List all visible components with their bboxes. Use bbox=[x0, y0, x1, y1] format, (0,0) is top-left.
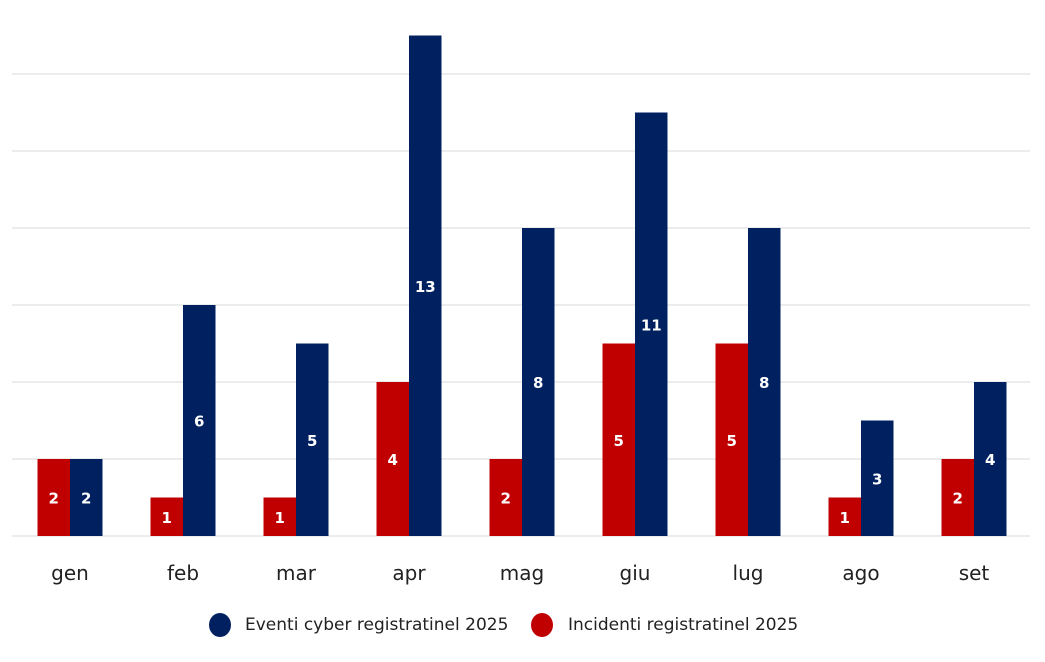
bar-eventi-lug bbox=[748, 228, 781, 536]
bar-incidenti-gen bbox=[37, 459, 70, 536]
data-label: 13 bbox=[415, 278, 436, 296]
bar-eventi-mar bbox=[296, 343, 329, 536]
x-tick-label: apr bbox=[392, 561, 426, 585]
data-label: 1 bbox=[162, 509, 172, 527]
bar-eventi-gen bbox=[70, 459, 103, 536]
bar-incidenti-feb bbox=[150, 497, 183, 536]
x-tick-label: mar bbox=[276, 561, 317, 585]
data-label: 3 bbox=[872, 470, 882, 488]
legend-marker bbox=[531, 613, 553, 637]
bar-eventi-set bbox=[974, 382, 1007, 536]
bar-incidenti-giu bbox=[602, 343, 635, 536]
data-label: 2 bbox=[501, 490, 511, 508]
legend-label: Incidenti registratinel 2025 bbox=[568, 615, 798, 635]
bar-eventi-ago bbox=[861, 420, 894, 536]
bar-incidenti-set bbox=[941, 459, 974, 536]
data-label: 2 bbox=[81, 490, 91, 508]
bar-incidenti-ago bbox=[828, 497, 861, 536]
x-tick-label: lug bbox=[733, 561, 764, 585]
data-label: 1 bbox=[840, 509, 850, 527]
x-tick-label: set bbox=[959, 561, 990, 585]
x-tick-label: gen bbox=[51, 561, 89, 585]
bar-incidenti-mag bbox=[489, 459, 522, 536]
data-label: 8 bbox=[533, 374, 543, 392]
data-label: 1 bbox=[275, 509, 285, 527]
x-tick-label: feb bbox=[167, 561, 199, 585]
x-tick-label: mag bbox=[500, 561, 544, 585]
bar-eventi-apr bbox=[409, 35, 442, 536]
data-label: 2 bbox=[953, 490, 963, 508]
bar-eventi-mag bbox=[522, 228, 555, 536]
x-tick-label: ago bbox=[842, 561, 879, 585]
data-label: 5 bbox=[307, 432, 317, 450]
x-tick-label: giu bbox=[620, 561, 651, 585]
bar-eventi-feb bbox=[183, 305, 216, 536]
data-label: 4 bbox=[388, 451, 398, 469]
legend-label: Eventi cyber registratinel 2025 bbox=[245, 615, 508, 635]
data-label: 4 bbox=[985, 451, 995, 469]
data-label: 8 bbox=[759, 374, 769, 392]
legend-marker bbox=[209, 613, 231, 637]
bar-eventi-giu bbox=[635, 112, 668, 536]
data-label: 6 bbox=[194, 413, 204, 431]
data-label: 5 bbox=[727, 432, 737, 450]
bar-incidenti-apr bbox=[376, 382, 409, 536]
bar-incidenti-lug bbox=[715, 343, 748, 536]
data-label: 2 bbox=[49, 490, 59, 508]
bar-incidenti-mar bbox=[263, 497, 296, 536]
data-label: 11 bbox=[641, 316, 662, 334]
data-label: 5 bbox=[614, 432, 624, 450]
